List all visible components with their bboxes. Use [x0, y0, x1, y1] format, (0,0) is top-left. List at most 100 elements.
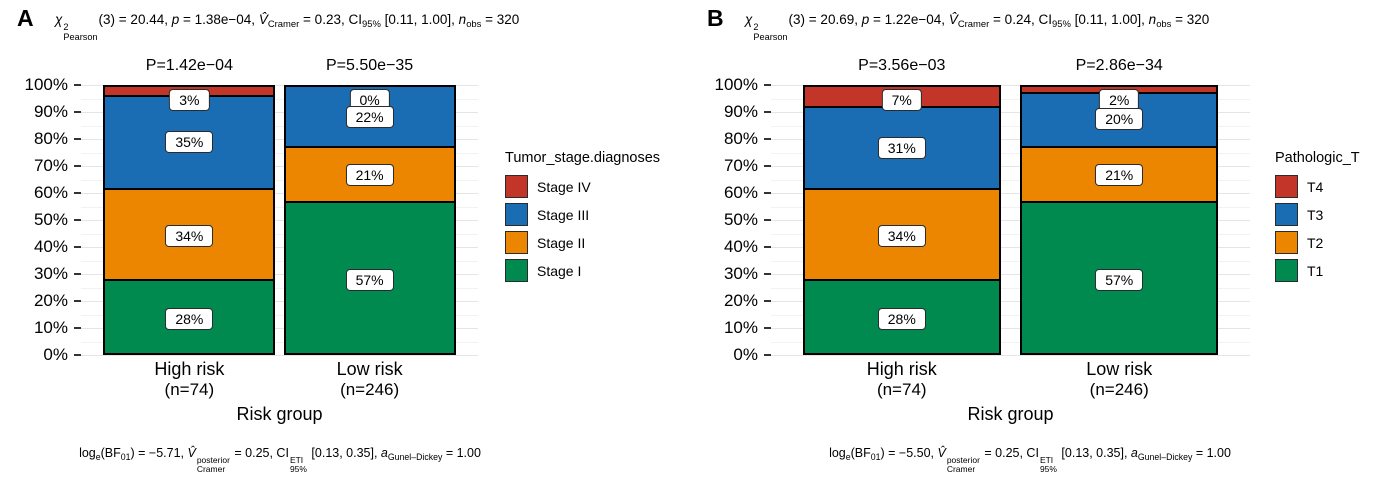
- y-tick-label: 30%: [723, 264, 758, 283]
- gridline: [81, 314, 478, 316]
- gridline: [771, 166, 1250, 167]
- y-tick-label: 100%: [714, 75, 758, 94]
- legend-label: Stage IV: [537, 178, 591, 195]
- gridline: [81, 287, 478, 289]
- y-tick-label: 70%: [723, 156, 758, 175]
- subscript: 95%: [1051, 19, 1071, 31]
- y-tick: 20%: [724, 291, 771, 311]
- p-value-label: P=2.86e−34: [1075, 57, 1163, 74]
- text-fragment: [0.11, 1.00],: [380, 12, 459, 27]
- text-fragment: posterior: [946, 455, 980, 465]
- legend-item: Stage II: [505, 231, 660, 254]
- text-fragment: 2: [63, 22, 69, 33]
- legend-swatch: [505, 231, 528, 254]
- text-fragment: (BF: [850, 446, 871, 460]
- gridline: [81, 125, 478, 127]
- y-tick: 90%: [724, 102, 771, 122]
- x-category-label: High risk (n=74): [154, 359, 224, 400]
- y-tick: 80%: [34, 129, 81, 149]
- text-fragment: = 0.25, CI: [230, 446, 289, 460]
- stacked-bar: 3% 35% 34% 28%: [103, 85, 276, 355]
- legend-label: T3: [1307, 206, 1324, 223]
- panel-letter-A: A: [17, 5, 34, 31]
- y-tick-mark: [764, 192, 771, 194]
- text-fragment: posterior: [196, 455, 230, 465]
- gridline: [771, 355, 1250, 356]
- y-tick: 0%: [43, 345, 81, 365]
- gridline: [81, 301, 478, 302]
- y-tick-mark: [74, 138, 81, 140]
- gridline: [771, 260, 1250, 262]
- gridline: [81, 233, 478, 235]
- y-tick-label: 0%: [43, 345, 68, 364]
- y-tick-mark: [764, 138, 771, 140]
- text-fragment: [0.13, 0.35],: [1057, 446, 1131, 460]
- text-fragment: Cramer: [196, 464, 226, 475]
- text-fragment: V̂: [187, 446, 196, 460]
- y-tick-label: 80%: [33, 129, 68, 148]
- gridline: [81, 328, 478, 329]
- segment-percent-label: 57%: [1095, 269, 1144, 292]
- y-tick-label: 50%: [723, 210, 758, 229]
- text-fragment: = 0.24, CI: [989, 12, 1052, 27]
- y-tick-label: 30%: [33, 264, 68, 283]
- gridline: [81, 341, 478, 343]
- text-fragment: ) = −5.50,: [880, 446, 938, 460]
- text-fragment: ) = −5.71,: [130, 446, 188, 460]
- text-fragment: = 1.00: [1192, 446, 1231, 460]
- gridline: [771, 341, 1250, 343]
- y-tick: 80%: [724, 129, 771, 149]
- y-tick: 20%: [34, 291, 81, 311]
- text-fragment: χ: [745, 12, 753, 27]
- y-tick: 10%: [34, 318, 81, 338]
- gridline: [771, 152, 1250, 154]
- gridline: [771, 233, 1250, 235]
- segment-percent-label: 21%: [1095, 163, 1144, 186]
- y-tick-mark: [74, 327, 81, 329]
- stacked-bar: 7% 31% 34% 28%: [802, 85, 1001, 355]
- segment-percent-label: 3%: [169, 88, 210, 112]
- text-fragment: (BF: [100, 446, 121, 460]
- text-fragment: High risk: [866, 359, 937, 379]
- text-fragment: log: [79, 446, 96, 460]
- plot-area-B: 7% 31% 34% 28% 2% 20% 21% 57%: [771, 85, 1250, 356]
- stacked-script: posterior Cramer: [946, 455, 980, 474]
- y-tick: 100%: [25, 75, 81, 95]
- segment-percent-label: 7%: [881, 88, 922, 112]
- text-fragment: ETI: [289, 455, 304, 465]
- legend-item: Stage III: [505, 203, 660, 226]
- y-tick: 0%: [733, 345, 771, 365]
- gridline: [771, 301, 1250, 302]
- text-fragment: log: [829, 446, 846, 460]
- y-axis-B: 100% 90% 80% 70% 60% 50% 40% 30% 20% 10% 0%: [690, 75, 771, 364]
- text-fragment: 95%: [289, 464, 307, 475]
- text-fragment: [0.13, 0.35],: [307, 446, 381, 460]
- segment-percent-label: 35%: [165, 131, 214, 154]
- y-tick-label: 60%: [33, 183, 68, 202]
- gridline: [81, 274, 478, 275]
- bar-p-value-labels-A: P=1.42e−04 P=5.50e−35: [81, 57, 478, 79]
- x-category-label: Low risk (n=246): [1086, 359, 1152, 400]
- p-value-label: P=5.50e−35: [326, 57, 414, 74]
- text-fragment: (n=246): [1089, 380, 1149, 400]
- subscript: 95%: [361, 19, 381, 31]
- x-category-label: High risk (n=74): [867, 359, 937, 400]
- segment-percent-label: 34%: [165, 224, 214, 247]
- text-fragment: a: [380, 446, 388, 460]
- gridline: [81, 247, 478, 248]
- gridline: [81, 220, 478, 221]
- segment-percent-label: 34%: [877, 224, 926, 247]
- legend-label: T4: [1307, 178, 1324, 195]
- x-category-label: Low risk (n=246): [337, 359, 403, 400]
- text-fragment: a: [1130, 446, 1138, 460]
- gridline: [81, 179, 478, 181]
- y-tick: 90%: [34, 102, 81, 122]
- legend-swatch: [1275, 175, 1298, 198]
- subscript: Cramer: [267, 19, 300, 31]
- gridline: [771, 328, 1250, 329]
- y-tick-mark: [764, 111, 771, 113]
- y-tick: 70%: [724, 156, 771, 176]
- segment-percent-label: 57%: [345, 269, 394, 292]
- gridline: [771, 85, 1250, 86]
- legend-item: Stage I: [505, 259, 660, 282]
